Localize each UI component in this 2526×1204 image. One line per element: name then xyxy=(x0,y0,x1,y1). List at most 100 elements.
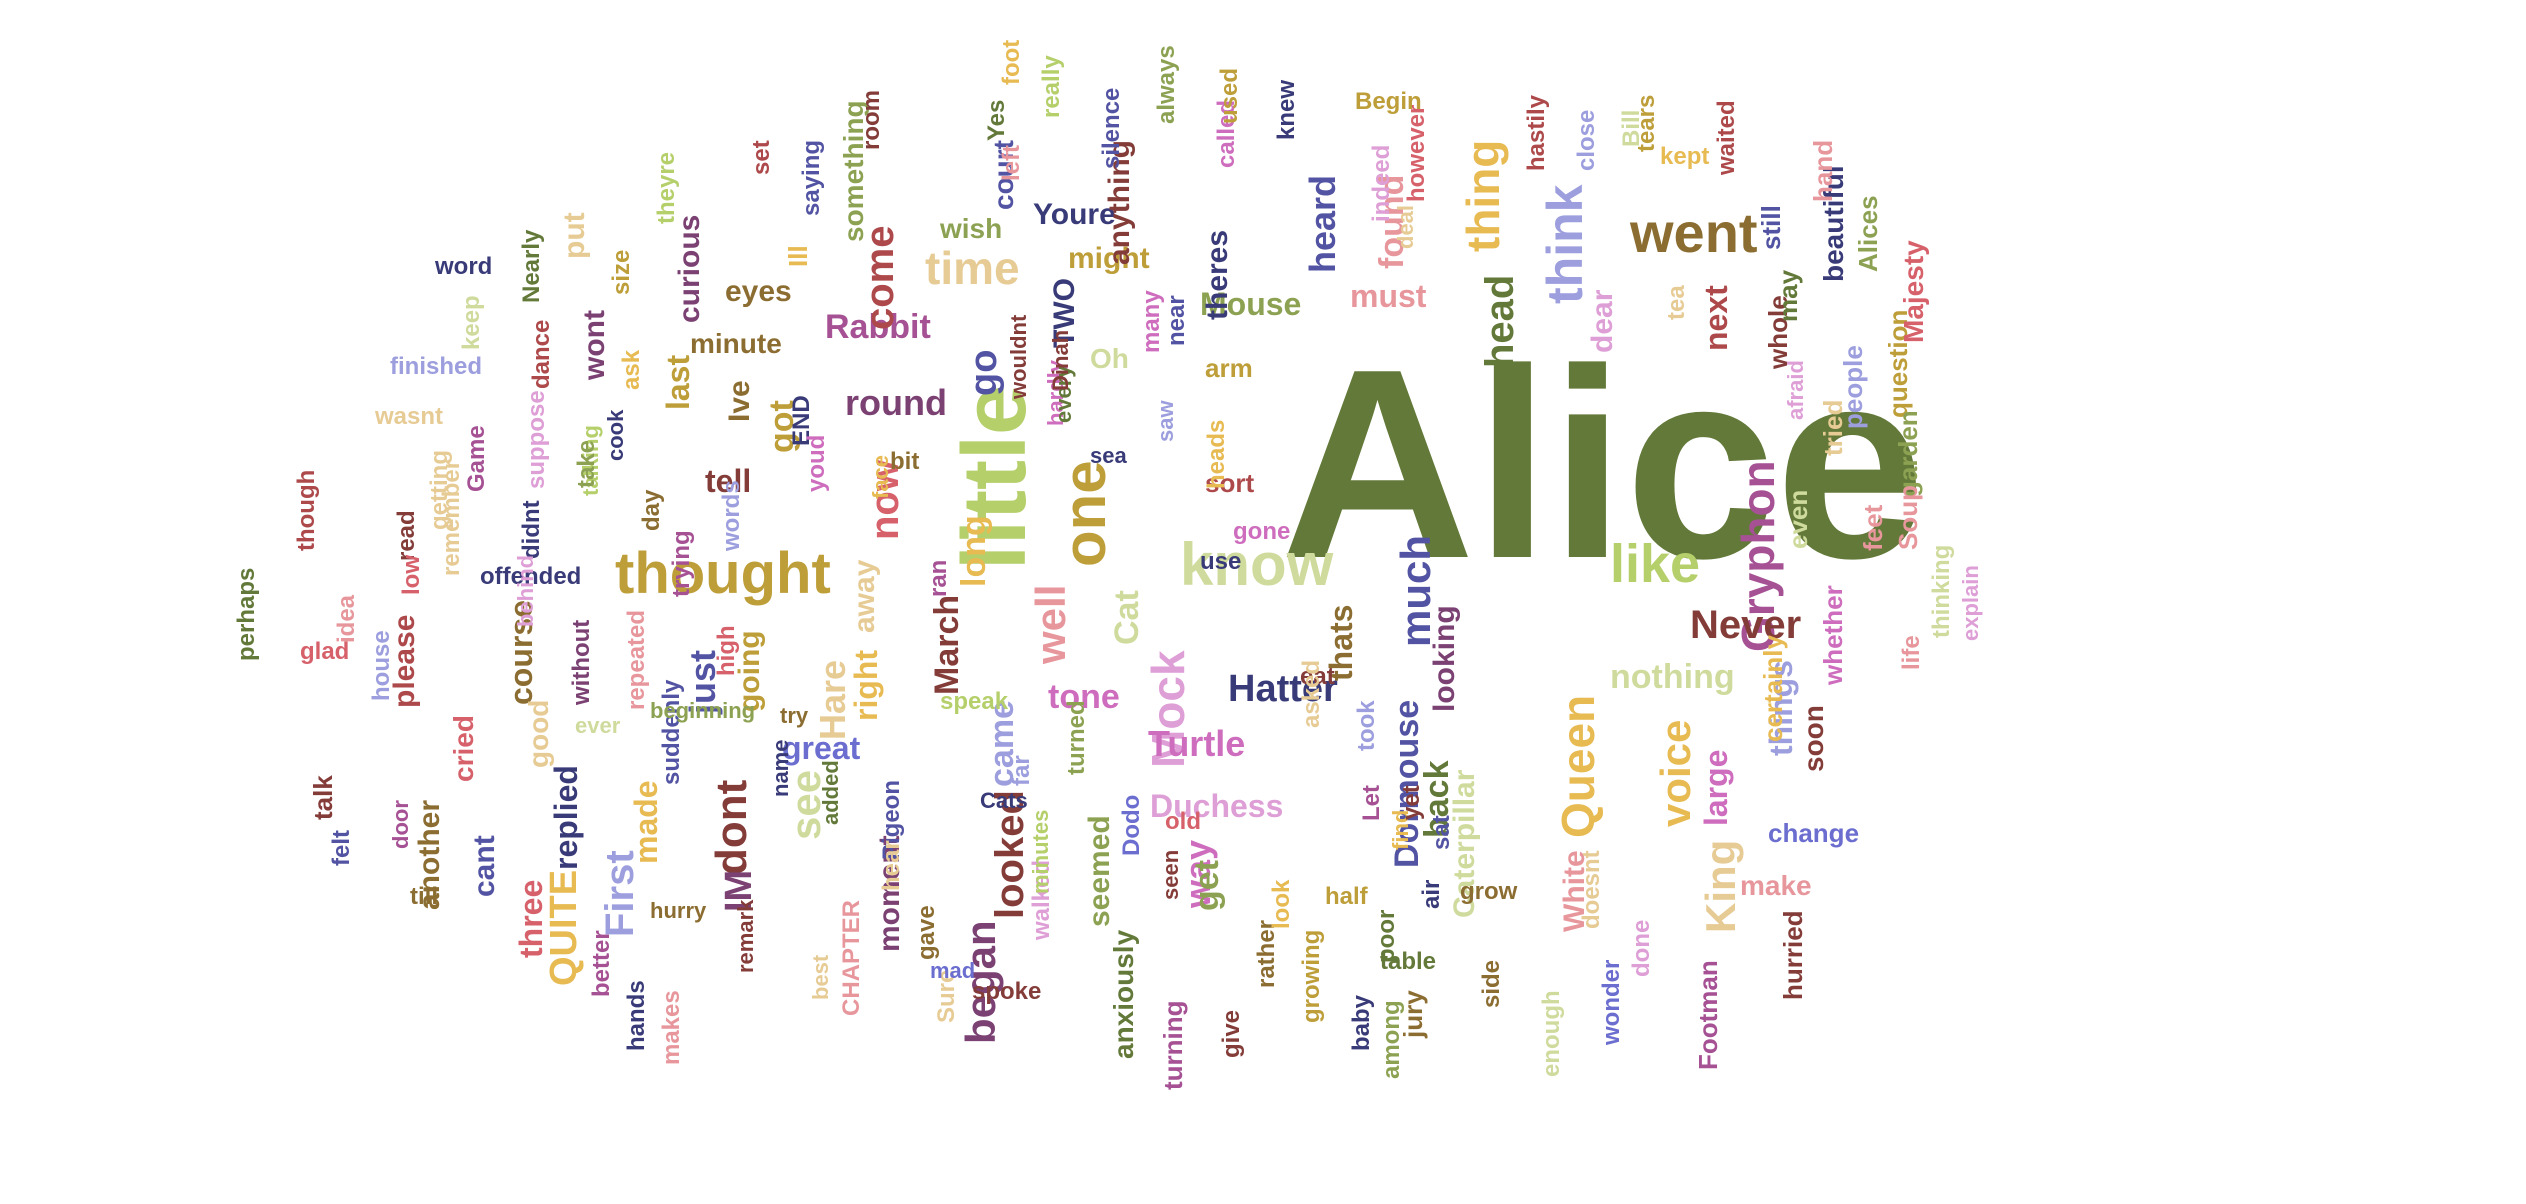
word-words: words xyxy=(718,480,745,551)
word-certainly: certainly xyxy=(1758,635,1788,742)
word-ask: ask xyxy=(618,349,645,390)
word-arm: arm xyxy=(1205,353,1253,383)
word-majesty: Majesty xyxy=(1898,240,1929,343)
word-take: take xyxy=(573,439,600,488)
word-theyre: theyre xyxy=(653,151,680,224)
word-side: side xyxy=(1478,959,1505,1008)
word-march: March xyxy=(928,594,966,695)
word-many: many xyxy=(1138,290,1165,353)
word-wonder: wonder xyxy=(1598,959,1625,1045)
word-done: done xyxy=(1628,919,1655,977)
word-turtle: Turtle xyxy=(1148,723,1246,764)
word-saying: saying xyxy=(798,139,825,216)
word-life: life xyxy=(1898,635,1925,670)
word-added: added xyxy=(818,760,843,825)
word-change: change xyxy=(1768,818,1860,848)
word-air: air xyxy=(1418,879,1445,909)
word-behind: behind xyxy=(513,554,538,627)
word-dodo: Dodo xyxy=(1118,794,1145,856)
word-enough: enough xyxy=(1538,990,1565,1077)
word-try: try xyxy=(780,703,809,728)
word-away: away xyxy=(848,559,881,633)
word-alices: Alices xyxy=(1853,195,1883,272)
word-cats: Cats xyxy=(980,788,1028,813)
word-offended: offended xyxy=(480,563,582,590)
word-read: read xyxy=(393,510,420,561)
word-turned: turned xyxy=(1063,700,1090,775)
word-soon: soon xyxy=(1798,705,1829,772)
word-word: word xyxy=(435,253,493,280)
word-hurried: hurried xyxy=(1778,910,1808,1000)
word-eat: eat xyxy=(1300,663,1335,690)
word-good: good xyxy=(523,699,554,768)
word-rabbit: Rabbit xyxy=(825,308,931,346)
word-ive: Ive xyxy=(723,380,756,422)
word-high: high xyxy=(713,625,740,676)
word-know: know xyxy=(1180,531,1334,598)
word-game: Game xyxy=(463,425,490,492)
word-kept: kept xyxy=(1660,143,1710,170)
word-speak: speak xyxy=(940,688,1009,715)
word-thought: thought xyxy=(615,541,831,606)
word-explain: explain xyxy=(1958,565,1983,641)
word-one: one xyxy=(1051,460,1118,567)
word-growing: growing xyxy=(1298,929,1325,1023)
word-though: though xyxy=(293,469,320,551)
word-theres: theres xyxy=(1201,229,1234,320)
word-minutes: minutes xyxy=(1028,809,1053,894)
word-deal: deal xyxy=(1393,204,1418,249)
word-use: use xyxy=(1200,548,1242,575)
word-repeated: repeated xyxy=(623,609,650,710)
word-foot: foot xyxy=(998,39,1025,85)
word-knew: knew xyxy=(1273,79,1300,140)
word-tell: tell xyxy=(705,463,752,499)
word-make: make xyxy=(1740,870,1812,901)
word-bit: bit xyxy=(890,448,920,475)
word-took: took xyxy=(1353,700,1380,751)
word-sat: sat xyxy=(1428,815,1455,850)
word-chapter: CHAPTER xyxy=(838,899,865,1016)
word-went: went xyxy=(1630,201,1758,264)
word-remark: remark xyxy=(733,899,758,973)
word-hastily: hastily xyxy=(1523,94,1550,171)
word-nothing: nothing xyxy=(1610,658,1735,696)
word-queen: Queen xyxy=(1552,694,1604,838)
word-go: go xyxy=(963,349,1005,396)
word-low: low xyxy=(398,555,425,595)
word-let: Let xyxy=(1358,785,1385,821)
word-garden: garden xyxy=(1893,410,1923,497)
word-last: last xyxy=(660,354,696,410)
word-think: think xyxy=(1537,184,1593,304)
word-suppose: suppose xyxy=(523,390,550,489)
word-doesnt: doesnt xyxy=(1578,850,1605,929)
word-rather: rather xyxy=(1253,919,1280,988)
word-face: face xyxy=(868,454,893,499)
word-far: far xyxy=(1008,755,1035,786)
word-mad: mad xyxy=(930,958,976,983)
word-right: right xyxy=(848,649,884,721)
word-oh: Oh xyxy=(1090,343,1129,374)
word-three: three xyxy=(513,879,549,958)
word-didnt: didnt xyxy=(518,500,545,559)
word-cook: cook xyxy=(603,409,628,461)
word-long: long xyxy=(955,515,993,587)
word-better: better xyxy=(588,930,615,997)
word-without: without xyxy=(568,619,595,705)
word-bill: Bill xyxy=(1618,109,1645,147)
word-replied: replied xyxy=(548,765,584,870)
word-grow: grow xyxy=(1460,878,1518,905)
word-asked: asked xyxy=(1298,659,1325,728)
word-king: King xyxy=(1697,839,1744,933)
word-like: like xyxy=(1610,534,1701,594)
word-thinking: thinking xyxy=(1928,544,1955,638)
word-people: people xyxy=(1838,345,1868,429)
word-wasnt: wasnt xyxy=(375,403,444,430)
word-talk: talk xyxy=(308,775,338,820)
word-finished: finished xyxy=(390,353,483,380)
word-table: table xyxy=(1380,948,1437,975)
word-best: best xyxy=(808,954,833,1000)
word-youre: Youre xyxy=(1033,198,1116,231)
word-sort: sort xyxy=(1205,468,1255,498)
word-looking: looking xyxy=(1428,605,1461,712)
word-always: always xyxy=(1153,45,1180,124)
